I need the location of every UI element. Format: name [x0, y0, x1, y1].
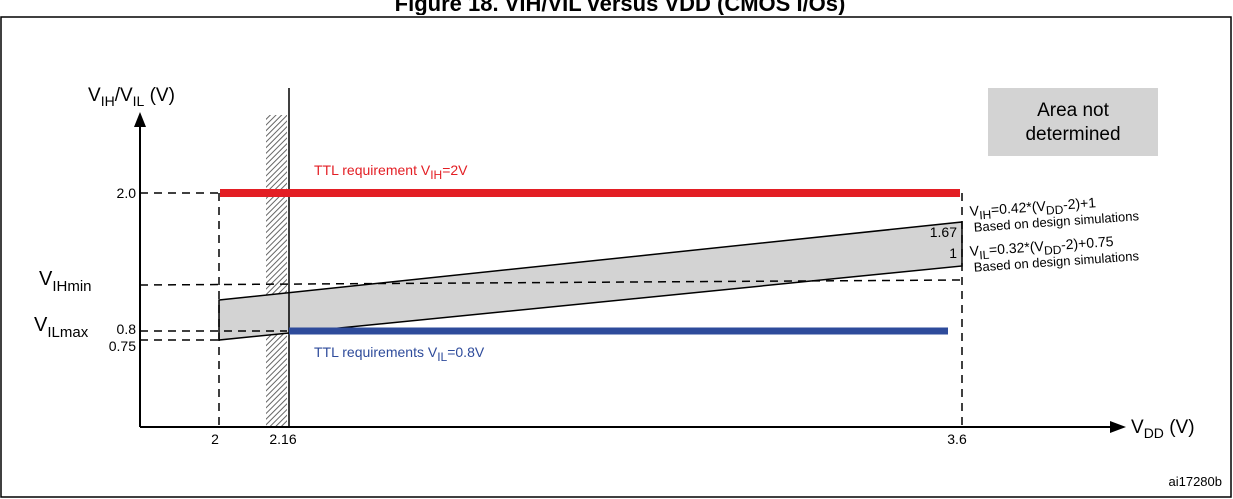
figure-frame — [0, 16, 1232, 498]
value-1-67: 1.67 — [930, 224, 957, 240]
x-tick-3-6: 3.6 — [947, 431, 967, 447]
value-1: 1 — [949, 245, 957, 261]
vil-equation: VIL=0.32*(VDD-2)+0.75 Based on design si… — [969, 233, 1140, 275]
dashed-guides — [139, 192, 963, 427]
y-axis-title: VIH/VIL (V) — [88, 85, 175, 109]
vihmin-label: VIHmin — [39, 268, 92, 295]
x-axis-title: VDD (V) — [1131, 417, 1195, 441]
x-tick-2-16: 2.16 — [269, 431, 296, 447]
ttl-vih-label: TTL requirement VIH=2V — [314, 162, 468, 182]
legend-line2: determined — [1025, 124, 1120, 145]
x-tick-2: 2 — [211, 431, 219, 447]
svg-text:VIL=0.32*(VDD-2)+0.75: VIL=0.32*(VDD-2)+0.75 — [969, 233, 1114, 263]
y-tick-0-75: 0.75 — [109, 338, 136, 354]
figure-id: ai17280b — [1169, 474, 1223, 489]
vilmax-label: VILmax — [34, 314, 89, 341]
hatched-zone — [266, 115, 287, 427]
figure-title: Figure 18. VIH/VIL versus VDD (CMOS I/Os… — [394, 0, 846, 15]
vih-equation: VIH=0.42*(VDD-2)+1 Based on design simul… — [969, 194, 1140, 235]
ttl-vil-label: TTL requirements VIL=0.8V — [314, 344, 485, 364]
y-tick-0-8: 0.8 — [117, 321, 137, 337]
y-tick-2-0: 2.0 — [117, 185, 137, 201]
y-axis-arrow — [134, 112, 146, 127]
legend-line1: Area not — [1037, 100, 1110, 121]
area-not-determined-box — [988, 88, 1158, 156]
svg-text:VIH=0.42*(VDD-2)+1: VIH=0.42*(VDD-2)+1 — [969, 194, 1097, 223]
x-axis-arrow — [1110, 421, 1126, 433]
vih-vil-band — [218, 221, 963, 341]
